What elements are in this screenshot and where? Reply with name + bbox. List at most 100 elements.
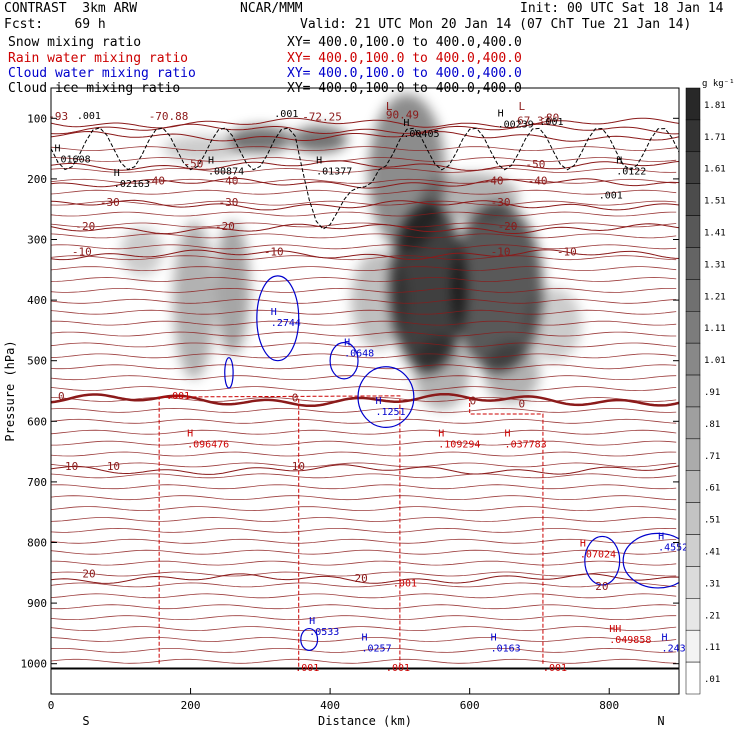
colorbar-label: .31 [704,579,720,589]
ice-max-value: .00239 [498,119,534,130]
temperature-contour [51,199,679,211]
ice-max-value: .01377 [316,167,352,178]
temperature-label: -40 [528,174,548,187]
temperature-contour-minor [51,255,677,261]
temperature-label: 67.33 [517,114,550,127]
temperature-contour-minor [51,538,677,544]
colorbar-swatch [685,247,701,280]
model-name: CONTRAST 3km ARW [4,1,138,16]
snow-contours [51,127,679,230]
field-cloud-water-xy: XY= 400.0,100.0 to 400.0,400.0 [287,66,522,81]
temperature-label: 10 [292,460,305,473]
cloud-water-max-value: .0533 [309,627,339,638]
ice-max-value: .00405 [403,129,439,140]
cloud-water-max-marker: H [344,337,350,348]
y-tick-label: 800 [27,537,47,550]
field-rain-name: Rain water mixing ratio [8,51,189,66]
colorbar-label: .21 [704,611,720,621]
ice-max-marker: H [114,168,120,179]
colorbar-unit: g kg⁻¹ [702,79,735,89]
y-axis-label: Pressure (hPa) [3,340,17,441]
colorbar-swatch [685,502,701,535]
cloud-water-max-value: .1251 [375,407,405,418]
temperature-label: -10 [557,245,577,258]
y-tick-label: 100 [27,112,47,125]
colorbar-swatch [685,534,701,567]
rain-max-value: .049858 [609,635,651,646]
y-tick-label: 900 [27,597,47,610]
temperature-contour-minor [51,375,677,381]
cloud-water-contour [329,341,359,380]
x-tick-label: 400 [320,699,340,712]
temperature-label: -30 [218,196,238,209]
temperature-contour-minor [51,462,677,468]
temperature-contour-minor [51,637,677,642]
snow-label: .001 [274,109,298,120]
temperature-contour-minor [51,222,677,228]
temperature-contour-minor [51,473,677,479]
temperature-contour-minor [51,407,677,413]
ice-max-value: .01608 [54,155,90,166]
cloud-water-contour [300,627,319,651]
cloud-water-max-marker: H [662,633,668,644]
plot-frame [50,87,680,695]
shade-blob [483,342,540,404]
temperature-label: 0 [58,390,65,403]
temperature-label: 0 [292,391,299,404]
cloud-water-max-marker: H [362,633,368,644]
temperature-label: -10 [72,245,92,258]
colorbar-label: .11 [704,643,720,653]
temperature-label: -40 [145,174,165,187]
cloud-water-max-marker: H [271,307,277,318]
x-tick-label: 200 [181,699,201,712]
rain-max-marker: H [438,428,444,439]
colorbar-label: 1.71 [704,133,726,143]
cloud-water-max-value: .4552 [658,542,688,553]
temperature-contour-minor [51,167,677,173]
agency-name: NCAR/MMM [240,1,303,16]
temperature-contour-minor [51,440,677,446]
cloud-water-contour [357,366,415,428]
temperature-label: 0 [519,397,526,410]
colorbar: 1.81 1.71 1.61 1.51 1.41 1.31 1.21 1.11 1.01 .91.… [685,79,735,695]
temperature-label: 90.49 [386,108,419,121]
ice-max-value: .0122 [616,167,646,178]
colorbar-swatch [685,406,701,440]
colorbar-swatch [685,311,701,344]
temperature-contour-minor [51,386,677,392]
colorbar-label: .41 [704,547,720,557]
rain-max-marker: H [187,428,193,439]
colorbar-swatch [685,661,701,695]
temperature-label: -40 [218,174,238,187]
colorbar-label: 1.41 [704,229,726,239]
temperature-label: 20 [595,580,608,593]
rain-label: .001 [543,663,567,674]
rain-max-value: .037783 [505,439,547,450]
cloud-water-max-marker: H [658,531,664,542]
snow-contour [51,127,679,230]
temperature-contour-minor [51,277,677,282]
cloud-water-contour [622,532,679,589]
temperature-label: -10 [491,245,511,258]
temperature-contour-minor [51,560,677,566]
north-label: N [657,714,664,728]
cloud-water-contour [224,357,234,389]
temperature-label: -40 [484,174,504,187]
shade-blob [162,135,247,162]
colorbar-label: 1.51 [704,197,726,207]
temperature-contour [51,123,679,135]
temperature-contour-minor [51,451,677,457]
rain-contour [158,395,401,667]
temperature-label: 10 [107,460,120,473]
temperature-contour-minor [51,626,677,632]
rain-label: .001 [166,391,190,402]
y-tick-label: 1000 [21,658,48,671]
rain-label: .001 [386,663,410,674]
plot-area [51,94,679,670]
temperature-label: 20 [355,572,368,585]
temperature-contour [51,160,679,171]
temperature-contour-minor [51,157,677,162]
cloud-water-contours [224,275,679,651]
ice-max-marker: H [208,156,214,167]
x-tick-label: 0 [48,699,55,712]
